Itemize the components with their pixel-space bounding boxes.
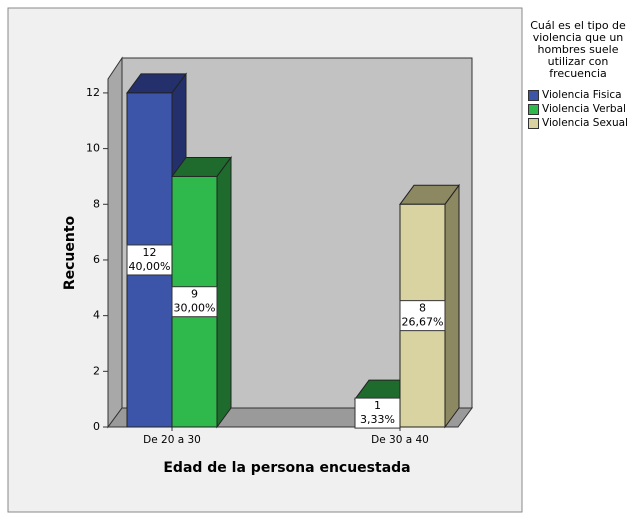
value-label: 1 bbox=[374, 399, 381, 412]
percent-label: 3,33% bbox=[360, 413, 395, 426]
y-tick-label: 8 bbox=[93, 197, 100, 210]
legend-title: Cuál es el tipo de violencia que un homb… bbox=[530, 19, 626, 80]
bar-side bbox=[444, 183, 460, 429]
value-label: 12 bbox=[143, 246, 157, 259]
bar-side bbox=[216, 155, 232, 429]
percent-label: 40,00% bbox=[129, 260, 171, 273]
legend-label: Violencia Fisica bbox=[542, 89, 622, 101]
value-label-box bbox=[354, 397, 401, 429]
y-tick-label: 0 bbox=[93, 420, 100, 433]
value-label: 8 bbox=[419, 302, 426, 315]
y-tick-label: 6 bbox=[93, 253, 100, 266]
legend-swatch bbox=[528, 117, 539, 129]
y-axis-title: Recuento bbox=[62, 215, 78, 290]
legend-label: Violencia Verbal bbox=[542, 103, 626, 115]
x-tick-label: De 30 a 40 bbox=[371, 434, 429, 446]
legend-swatch bbox=[528, 103, 539, 115]
side-wall bbox=[107, 56, 123, 429]
value-label-box bbox=[171, 286, 218, 318]
x-axis-title: Edad de la persona encuestada bbox=[163, 460, 410, 476]
value-label-box bbox=[399, 300, 446, 332]
y-tick-label: 12 bbox=[86, 86, 100, 99]
value-label-box bbox=[126, 244, 173, 276]
y-tick-label: 4 bbox=[93, 309, 100, 322]
legend-item: Violencia Fisica bbox=[524, 88, 632, 102]
x-tick-label: De 20 a 30 bbox=[143, 434, 201, 446]
legend-label: Violencia Sexual bbox=[542, 117, 628, 129]
legend-swatch bbox=[528, 89, 539, 101]
percent-label: 30,00% bbox=[174, 302, 216, 315]
percent-label: 26,67% bbox=[402, 316, 444, 329]
legend: Cuál es el tipo de violencia que un homb… bbox=[524, 20, 632, 130]
y-tick-label: 2 bbox=[93, 364, 100, 377]
y-tick-label: 10 bbox=[86, 142, 100, 155]
value-label: 9 bbox=[191, 288, 198, 301]
legend-item: Violencia Verbal bbox=[524, 102, 632, 116]
legend-item: Violencia Sexual bbox=[524, 116, 632, 130]
